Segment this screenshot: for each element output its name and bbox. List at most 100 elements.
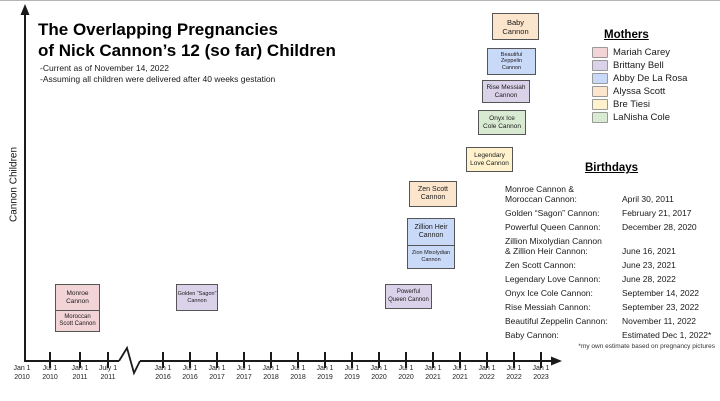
birthday-child-name: Monroe Cannon & Moroccan Cannon: xyxy=(505,184,577,204)
birthday-row: Baby Cannon: Estimated Dec 1, 2022* xyxy=(505,330,717,340)
x-axis-tick-label: July 1 2011 xyxy=(98,365,118,381)
legend-item: Abby De La Rosa xyxy=(592,72,687,85)
legend-swatch xyxy=(592,86,608,97)
title-line1: The Overlapping Pregnancies xyxy=(38,20,278,39)
x-axis-tick xyxy=(107,352,109,368)
legend-item: Bre Tiesi xyxy=(592,98,687,111)
birthday-child-name: Zillion Mixolydian Cannon & Zillion Heir… xyxy=(505,236,602,256)
x-axis-tick xyxy=(270,352,272,368)
x-axis-tick-label: Jan 1 2020 xyxy=(370,365,388,381)
pregnancy-box-segment: Beautiful Zeppelin Cannon xyxy=(500,51,523,71)
pregnancy-box-segment: Powerful Queen Cannon xyxy=(388,289,429,303)
x-axis-tick-label: Jul 1 2010 xyxy=(42,365,58,381)
pregnancy-box-segment: Zen Scott Cannon xyxy=(418,185,448,201)
x-axis-tick-label: Jan 1 2019 xyxy=(316,365,334,381)
pregnancy-box-segment: Rise Messiah Cannon xyxy=(486,83,526,99)
x-axis-tick-label: Jan 1 2018 xyxy=(262,365,280,381)
pregnancy-box: Beautiful Zeppelin Cannon xyxy=(487,48,536,75)
legend-swatch xyxy=(592,99,608,110)
birthday-child-name: Zen Scott Cannon: xyxy=(505,260,576,270)
x-axis-tick xyxy=(540,352,542,368)
birthday-child-name: Legendary Love Cannon: xyxy=(505,274,601,284)
pregnancy-box: Zen Scott Cannon xyxy=(409,181,457,207)
birthday-child-name: Golden “Sagon” Cannon: xyxy=(505,208,600,218)
birthday-row: Golden “Sagon” Cannon: February 21, 2017 xyxy=(505,208,717,218)
pregnancy-box-segment: Legendary Love Cannon xyxy=(470,151,509,167)
pregnancy-box: Baby Cannon xyxy=(492,13,539,40)
x-axis-tick xyxy=(216,352,218,368)
x-axis-tick-label: Jan 1 2017 xyxy=(208,365,226,381)
legend-item-label: Mariah Carey xyxy=(613,47,671,58)
legend-item: LaNisha Cole xyxy=(592,111,687,124)
x-axis-tick xyxy=(79,352,81,368)
x-axis-tick-label: Jan 1 2021 xyxy=(424,365,442,381)
birthday-date: June 23, 2021 xyxy=(622,260,676,270)
pregnancy-box-segment: Zillion Heir Cannon xyxy=(414,223,448,239)
footnote: *my own estimate based on pregnancy pict… xyxy=(578,343,715,350)
x-axis-tick-label: Jul 1 2017 xyxy=(236,365,252,381)
x-axis-tick-label: Jul 1 2016 xyxy=(182,365,198,381)
birthday-row: Rise Messiah Cannon: September 23, 2022 xyxy=(505,302,717,312)
legend-swatch xyxy=(592,112,608,123)
birthday-row: Zen Scott Cannon: June 23, 2021 xyxy=(505,260,717,270)
legend-item-label: Brittany Bell xyxy=(613,60,664,71)
birthday-row: Legendary Love Cannon: June 28, 2022 xyxy=(505,274,717,284)
mothers-legend: Mariah Carey Brittany Bell Abby De La Rosa… xyxy=(592,46,687,124)
birthday-date: Estimated Dec 1, 2022* xyxy=(622,330,712,340)
pregnancy-box-segment: Monroe Cannon xyxy=(66,289,89,305)
x-axis-tick-label: Jul 1 2018 xyxy=(290,365,306,381)
subtitle-line1: -Current as of November 14, 2022 xyxy=(40,63,169,73)
pregnancy-box-segment: Moroccan Scott Cannon xyxy=(56,310,99,331)
y-axis-label: Cannon Children xyxy=(8,146,20,223)
pregnancy-box-segment: Golden “Sagon” Cannon xyxy=(177,290,217,304)
pregnancy-box: Powerful Queen Cannon xyxy=(385,284,432,309)
x-axis-tick xyxy=(49,352,51,368)
x-axis-tick xyxy=(459,352,461,368)
x-axis-tick-label: Jul 1 2020 xyxy=(398,365,414,381)
pregnancy-box: Rise Messiah Cannon xyxy=(482,80,530,103)
x-axis-tick-label: Jan 1 2023 xyxy=(532,365,550,381)
x-axis-tick xyxy=(486,352,488,368)
legend-swatch xyxy=(592,60,608,71)
pregnancy-box: Monroe Cannon Moroccan Scott Cannon xyxy=(55,284,100,332)
x-axis-tick-label: Jan 1 2016 xyxy=(154,365,172,381)
legend-item-label: LaNisha Cole xyxy=(613,112,671,123)
legend-item: Mariah Carey xyxy=(592,46,687,59)
birthday-date: June 28, 2022 xyxy=(622,274,676,284)
birthday-date: April 30, 2011 xyxy=(622,194,674,204)
legend-item: Brittany Bell xyxy=(592,59,687,72)
x-axis-tick xyxy=(405,352,407,368)
birthday-child-name: Powerful Queen Cannon: xyxy=(505,222,601,232)
birthdays-title: Birthdays xyxy=(585,162,639,174)
x-axis-tick xyxy=(243,352,245,368)
x-axis-tick-label: Jul 1 2021 xyxy=(452,365,468,381)
x-axis-tick xyxy=(324,352,326,368)
x-axis-tick xyxy=(162,352,164,368)
x-axis-tick xyxy=(432,352,434,368)
birthday-child-name: Onyx Ice Cole Cannon: xyxy=(505,288,593,298)
birthday-child-name: Beautiful Zeppelin Cannon: xyxy=(505,316,608,326)
x-axis-tick xyxy=(297,352,299,368)
x-axis-tick-label: Jan 1 2022 xyxy=(478,365,496,381)
birthday-date: December 28, 2020 xyxy=(622,222,697,232)
birthday-date: September 14, 2022 xyxy=(622,288,700,298)
x-axis-tick-label: Jan 1 2011 xyxy=(71,365,89,381)
title-line2: of Nick Cannon’s 12 (so far) Children xyxy=(38,41,336,60)
legend-item: Alyssa Scott xyxy=(592,85,687,98)
legend-item-label: Alyssa Scott xyxy=(613,86,666,97)
birthday-row: Powerful Queen Cannon: December 28, 2020 xyxy=(505,222,717,232)
chart-title: The Overlapping Pregnancies of Nick Canno… xyxy=(38,19,336,61)
legend-item-label: Abby De La Rosa xyxy=(613,73,688,84)
x-axis-tick-label: Jul 1 2019 xyxy=(344,365,360,381)
birthday-row: Zillion Mixolydian Cannon & Zillion Heir… xyxy=(505,236,717,256)
legend-item-label: Bre Tiesi xyxy=(613,99,650,110)
x-axis-tick xyxy=(189,352,191,368)
pregnancy-box: Onyx Ice Cole Cannon xyxy=(478,110,526,135)
birthday-date: September 23, 2022 xyxy=(622,302,700,312)
mothers-legend-title: Mothers xyxy=(604,29,649,41)
pregnancy-box: Golden “Sagon” Cannon xyxy=(176,284,218,311)
pregnancy-box-segment: Baby Cannon xyxy=(502,17,529,36)
chart-subtitle: -Current as of November 14, 2022 -Assumin… xyxy=(40,63,275,85)
